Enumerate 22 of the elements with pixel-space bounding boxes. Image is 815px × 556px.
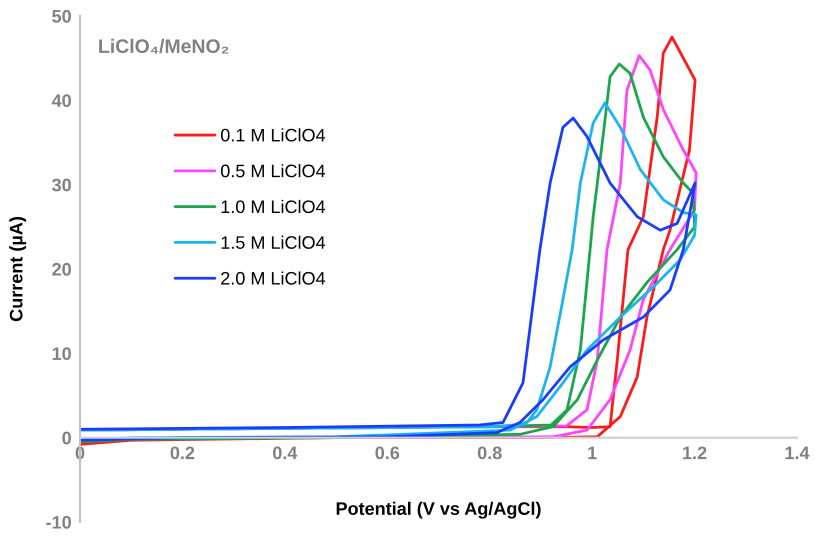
x-axis-title: Potential (V vs Ag/AgCl): [336, 502, 541, 519]
y-tick-label: 20: [52, 262, 71, 276]
y-tick-label: -10: [46, 516, 71, 529]
y-axis-title: Current (µA): [9, 217, 26, 322]
y-tick-label: 40: [52, 94, 71, 108]
legend-label: 1.5 M LiClO4: [222, 236, 326, 249]
x-tick-label: 1.4: [786, 446, 810, 460]
x-tick-label: 0.4: [273, 446, 298, 460]
legend-label: 0.1 M LiClO4: [220, 128, 326, 142]
y-tick-label: 50: [52, 10, 71, 23]
y-tick-label: 30: [52, 178, 71, 192]
legend-label: 1.0 M LiClO4: [222, 200, 326, 214]
legend-label: 2.0 M LiClO4: [221, 271, 326, 285]
x-tick-label: 0.2: [170, 446, 194, 460]
x-tick-label: 0.8: [478, 446, 502, 460]
y-tick-label: 10: [52, 347, 71, 360]
y-tick-label: 0: [62, 432, 71, 444]
x-tick-label: 1.2: [683, 446, 706, 460]
x-tick-label: 1: [588, 446, 597, 460]
annotation: LiClO₄/MeNO₂: [99, 38, 228, 54]
legend-label: 0.5 M LiClO4: [220, 164, 326, 178]
x-tick-label: 0.6: [375, 446, 400, 460]
